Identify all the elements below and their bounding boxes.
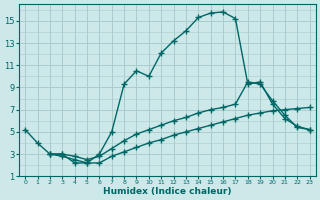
X-axis label: Humidex (Indice chaleur): Humidex (Indice chaleur) bbox=[103, 187, 232, 196]
